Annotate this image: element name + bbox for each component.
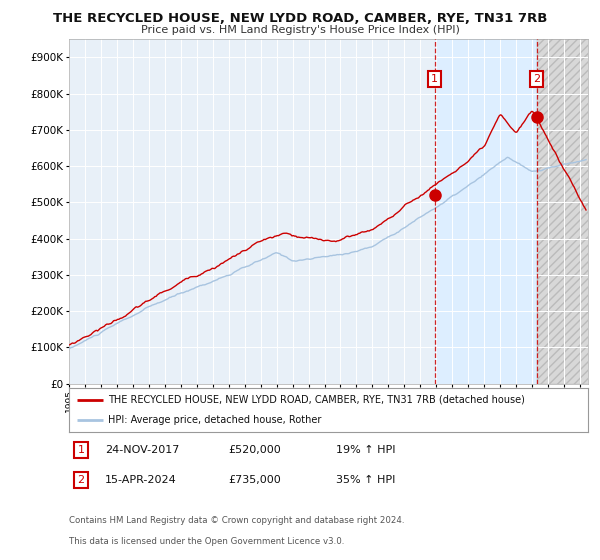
Text: £520,000: £520,000 (228, 445, 281, 455)
Bar (434, 39, 537, 384)
Text: 35% ↑ HPI: 35% ↑ HPI (336, 475, 395, 485)
Text: Price paid vs. HM Land Registry's House Price Index (HPI): Price paid vs. HM Land Registry's House … (140, 25, 460, 35)
Text: This data is licensed under the Open Government Licence v3.0.: This data is licensed under the Open Gov… (69, 537, 344, 546)
Text: 1: 1 (77, 445, 85, 455)
Text: 1: 1 (431, 74, 438, 84)
Text: £735,000: £735,000 (228, 475, 281, 485)
Text: 19% ↑ HPI: 19% ↑ HPI (336, 445, 395, 455)
Text: HPI: Average price, detached house, Rother: HPI: Average price, detached house, Roth… (108, 415, 322, 425)
Text: 24-NOV-2017: 24-NOV-2017 (105, 445, 179, 455)
Text: 15-APR-2024: 15-APR-2024 (105, 475, 177, 485)
Text: THE RECYCLED HOUSE, NEW LYDD ROAD, CAMBER, RYE, TN31 7RB (detached house): THE RECYCLED HOUSE, NEW LYDD ROAD, CAMBE… (108, 395, 525, 405)
Text: 2: 2 (77, 475, 85, 485)
Text: 2: 2 (533, 74, 541, 84)
Bar (537, 39, 600, 384)
Text: Contains HM Land Registry data © Crown copyright and database right 2024.: Contains HM Land Registry data © Crown c… (69, 516, 404, 525)
Text: THE RECYCLED HOUSE, NEW LYDD ROAD, CAMBER, RYE, TN31 7RB: THE RECYCLED HOUSE, NEW LYDD ROAD, CAMBE… (53, 12, 547, 25)
